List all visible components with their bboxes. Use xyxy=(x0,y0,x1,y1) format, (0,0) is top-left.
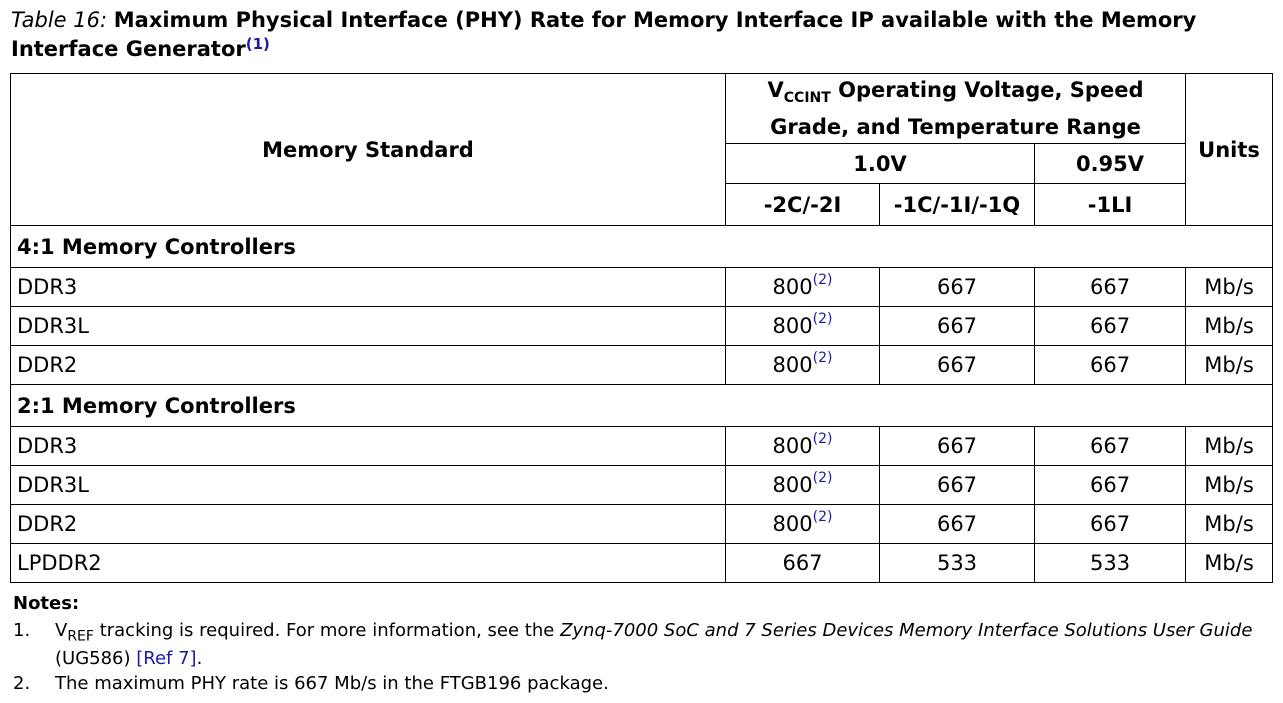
table-row: DDR2 800(2) 667 667 Mb/s xyxy=(10,345,1274,385)
header-voltage-0v95: 0.95V xyxy=(1033,143,1187,184)
header-voltage-1v0: 1.0V xyxy=(725,143,1035,184)
row-unit: Mb/s xyxy=(1185,267,1274,307)
row-value-1li: 667 xyxy=(1033,465,1187,505)
header-memory-standard: Memory Standard xyxy=(10,73,726,226)
row-unit: Mb/s xyxy=(1185,465,1274,505)
row-unit: Mb/s xyxy=(1185,345,1274,385)
notes-section: Notes: 1. VREF tracking is required. For… xyxy=(13,593,1275,698)
row-unit: Mb/s xyxy=(1185,306,1274,346)
header-row-1: Memory Standard VCCINT Operating Voltage… xyxy=(10,73,1274,226)
footnote-ref-2[interactable]: (2) xyxy=(812,350,833,366)
note-text: The maximum PHY rate is 667 Mb/s in the … xyxy=(55,672,609,694)
row-unit: Mb/s xyxy=(1185,426,1274,466)
table-label: Table 16: xyxy=(11,8,108,32)
note-guide-title: Zynq-7000 SoC and 7 Series Devices Memor… xyxy=(560,620,1253,641)
notes-heading: Notes: xyxy=(13,593,80,614)
footnote-ref-2[interactable]: (2) xyxy=(812,272,833,288)
row-value-2c: 667 xyxy=(725,543,880,583)
header-grade-1li: -1LI xyxy=(1033,183,1187,226)
note-vref: V xyxy=(55,620,68,641)
row-value-2c: 800(2) xyxy=(725,465,880,505)
vccint-sub: CCINT xyxy=(783,90,831,107)
header-units: Units xyxy=(1185,73,1274,226)
table-row: LPDDR2 667 533 533 Mb/s xyxy=(10,543,1274,583)
vccint-rest: Operating Voltage, Speed Grade, and Temp… xyxy=(770,78,1144,139)
note-text: . xyxy=(196,647,203,669)
row-value-1li: 667 xyxy=(1033,426,1187,466)
row-value-2c: 800(2) xyxy=(725,345,880,385)
row-standard: DDR3L xyxy=(10,465,726,505)
footnote-ref-2[interactable]: (2) xyxy=(812,431,833,447)
vccint-v: V xyxy=(767,78,784,103)
table-caption: Table 16: Maximum Physical Interface (PH… xyxy=(11,6,1271,64)
footnote-ref-2[interactable]: (2) xyxy=(812,470,833,486)
table-row: DDR3L 800(2) 667 667 Mb/s xyxy=(10,465,1274,505)
header-row-2: 1.0V 0.95V xyxy=(11,143,1273,184)
row-value-1c: 667 xyxy=(879,465,1035,505)
note-text: tracking is required. For more informati… xyxy=(93,620,561,641)
row-standard: DDR3 xyxy=(10,267,726,307)
footnote-ref-2[interactable]: (2) xyxy=(812,311,833,327)
row-value-2c: 800(2) xyxy=(725,267,880,307)
group-row: 2:1 Memory Controllers xyxy=(9,384,1274,427)
footnote-ref-1[interactable]: (1) xyxy=(245,35,270,53)
table-title: Maximum Physical Interface (PHY) Rate fo… xyxy=(11,8,1197,61)
note-item: 2. The maximum PHY rate is 667 Mb/s in t… xyxy=(13,673,1275,695)
row-value-1li: 667 xyxy=(1033,267,1187,307)
row-value-1c: 667 xyxy=(879,345,1035,385)
footnote-ref-2[interactable]: (2) xyxy=(812,509,833,525)
row-unit: Mb/s xyxy=(1185,504,1274,544)
header-vccint: VCCINT Operating Voltage, Speed Grade, a… xyxy=(724,73,1187,144)
row-value-1li: 533 xyxy=(1033,543,1187,583)
row-value-1c: 667 xyxy=(879,306,1035,346)
note-vref-sub: REF xyxy=(67,628,94,645)
row-value-1c: 533 xyxy=(879,543,1035,583)
table-row: DDR3L 800(2) 667 667 Mb/s xyxy=(10,306,1274,346)
note-item: 1. VREF tracking is required. For more i… xyxy=(13,620,1275,670)
table-row: DDR3 800(2) 667 667 Mb/s xyxy=(10,426,1274,466)
row-value-1c: 667 xyxy=(879,504,1035,544)
row-standard: DDR3L xyxy=(10,306,726,346)
row-value-1li: 667 xyxy=(1033,306,1187,346)
row-value-2c: 800(2) xyxy=(725,426,880,466)
group-title: 4:1 Memory Controllers xyxy=(9,225,1274,268)
row-value-1c: 667 xyxy=(879,267,1035,307)
group-row: 4:1 Memory Controllers xyxy=(9,225,1274,268)
row-unit: Mb/s xyxy=(1185,543,1274,583)
row-value-1li: 667 xyxy=(1033,504,1187,544)
phy-rate-table: Memory Standard VCCINT Operating Voltage… xyxy=(9,73,1274,583)
table-row: DDR3 800(2) 667 667 Mb/s xyxy=(10,267,1274,307)
ref-7-link[interactable]: [Ref 7] xyxy=(136,647,197,669)
row-value-1c: 667 xyxy=(879,426,1035,466)
row-standard: DDR2 xyxy=(10,504,726,544)
note-number: 1. xyxy=(13,620,31,641)
row-value-1li: 667 xyxy=(1033,345,1187,385)
header-grade-2c: -2C/-2I xyxy=(725,183,880,226)
group-title: 2:1 Memory Controllers xyxy=(9,384,1274,427)
note-number: 2. xyxy=(13,672,31,694)
table-row: DDR2 800(2) 667 667 Mb/s xyxy=(10,504,1274,544)
row-value-2c: 800(2) xyxy=(725,306,880,346)
row-standard: DDR3 xyxy=(10,426,726,466)
row-standard: LPDDR2 xyxy=(10,543,726,583)
note-text: (UG586) xyxy=(55,647,137,669)
row-value-2c: 800(2) xyxy=(725,504,880,544)
header-grade-1c: -1C/-1I/-1Q xyxy=(879,183,1035,226)
row-standard: DDR2 xyxy=(10,345,726,385)
